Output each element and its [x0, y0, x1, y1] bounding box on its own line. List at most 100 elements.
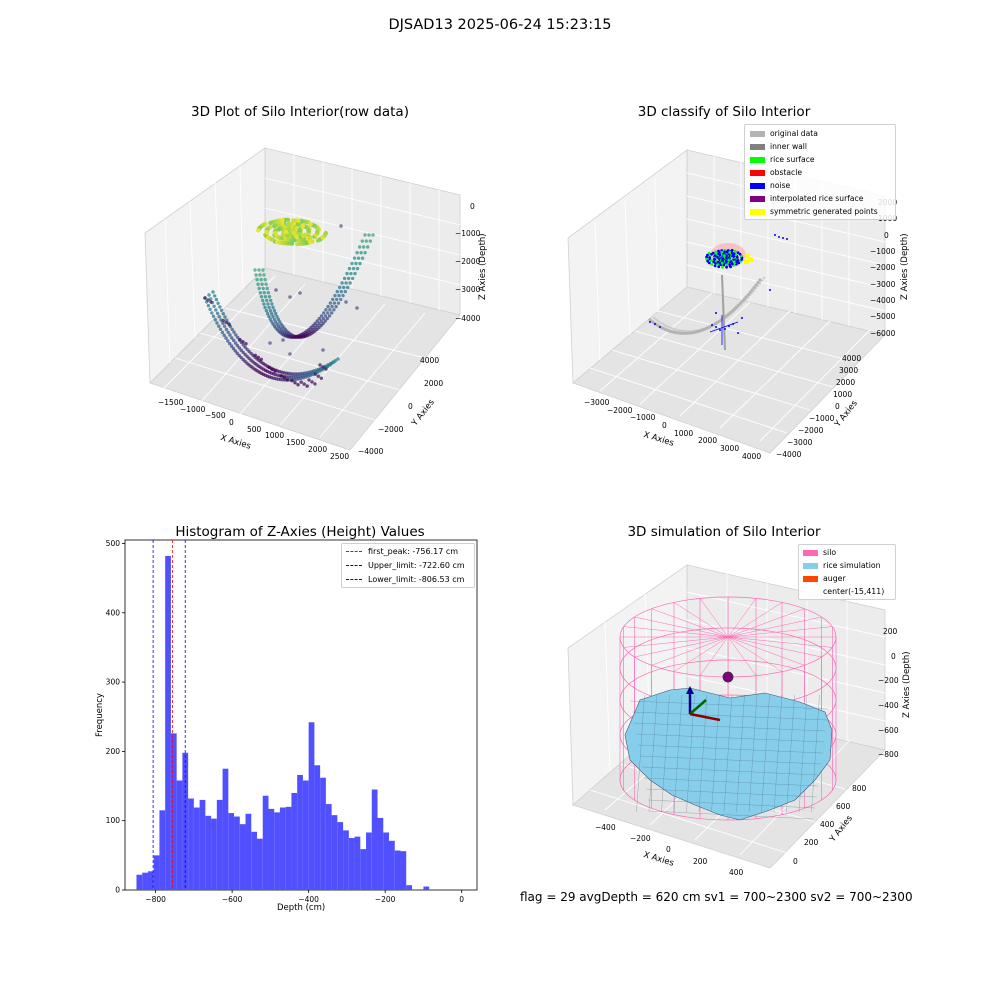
- raw-outlier-point: [274, 288, 278, 292]
- raw-point: [258, 224, 263, 230]
- classify-surface-point: [705, 255, 708, 259]
- classify-surface-point: [720, 257, 724, 260]
- raw-point: [278, 370, 282, 374]
- raw-point: [216, 301, 220, 305]
- raw-point: [279, 374, 283, 378]
- legend-entry-center: center(-15,411): [803, 587, 884, 596]
- raw-point: [317, 237, 322, 242]
- raw-point: [287, 238, 292, 243]
- legend-label: rice surface: [770, 155, 815, 164]
- classify-original-point: [668, 326, 671, 329]
- raw-point: [317, 368, 321, 372]
- raw-point: [290, 333, 294, 337]
- legend-patch-icon: [750, 209, 765, 215]
- raw-point: [287, 334, 291, 338]
- raw-point: [285, 378, 289, 382]
- classify-noise-point: [711, 324, 713, 326]
- classify-surface-point: [720, 256, 724, 259]
- histogram-bar: [354, 836, 361, 890]
- sim-side-pane: [567, 564, 688, 806]
- raw-ztick: −4000: [455, 314, 481, 323]
- classify-obstacle-blob: [710, 243, 746, 267]
- classify-ztick: −2000: [870, 263, 896, 272]
- classify-noise-point: [715, 326, 717, 328]
- raw-point: [286, 234, 291, 239]
- classify-original-point: [754, 286, 758, 290]
- raw-point: [288, 230, 293, 235]
- histogram-bar: [291, 792, 298, 890]
- auger-axes-icon: [686, 686, 721, 722]
- raw-point: [355, 251, 359, 255]
- raw-point: [237, 353, 241, 358]
- classify-surface-point: [720, 261, 724, 265]
- raw-point: [333, 293, 337, 298]
- raw-point: [289, 229, 295, 235]
- raw-point: [278, 235, 283, 241]
- rice-mesh-line: [723, 694, 733, 813]
- raw-point: [228, 341, 232, 346]
- raw-point: [358, 245, 362, 249]
- raw-point: [257, 225, 262, 231]
- classify-surface-point: [714, 261, 717, 265]
- classify-ytick: 4000: [842, 354, 862, 363]
- legend-label: center(-15,411): [823, 587, 885, 596]
- raw-xtick: 500: [247, 425, 262, 434]
- raw-point: [291, 231, 296, 236]
- raw-point: [261, 367, 265, 371]
- histogram-bar: [205, 815, 212, 890]
- raw-point: [311, 223, 316, 228]
- raw-point: [308, 235, 313, 240]
- raw-point: [292, 225, 297, 230]
- raw-point: [302, 335, 306, 339]
- raw-point: [335, 289, 339, 294]
- raw-point: [224, 336, 228, 340]
- raw-point: [280, 218, 285, 223]
- raw-point: [266, 302, 270, 306]
- classify-original-point: [710, 324, 714, 328]
- sim-x-ticks: −400 −200 0 200 400: [590, 820, 750, 880]
- raw-point: [266, 312, 270, 316]
- raw-point: [307, 327, 311, 332]
- raw-point: [324, 308, 328, 312]
- raw-point: [300, 223, 306, 229]
- raw-point: [258, 273, 262, 277]
- rice-mesh-line: [649, 810, 814, 820]
- raw-point: [299, 380, 303, 384]
- raw-point: [268, 220, 273, 226]
- raw-point: [214, 308, 218, 312]
- raw-point: [286, 331, 291, 335]
- classify-surface-point: [729, 265, 732, 269]
- raw-point: [351, 266, 356, 271]
- classify-surface-point: [723, 256, 727, 260]
- simulation-legend: silo rice simulation auger center(-15,41…: [798, 544, 896, 600]
- sim-xtick: 0: [666, 845, 671, 854]
- raw-point: [352, 256, 357, 260]
- raw-point: [278, 377, 283, 382]
- raw-point: [292, 335, 296, 339]
- classify-original-point: [669, 326, 673, 330]
- classify-ytick: −2000: [798, 426, 824, 435]
- raw-point: [295, 242, 300, 247]
- raw-point: [279, 328, 284, 332]
- raw-point: [327, 314, 332, 318]
- raw-point: [280, 324, 285, 328]
- raw-point: [311, 372, 315, 377]
- raw-point: [261, 222, 266, 228]
- classify-original-point: [682, 331, 687, 335]
- classify-surface-point: [721, 255, 725, 259]
- raw-point: [358, 261, 362, 266]
- raw-point: [289, 229, 295, 235]
- raw-point: [305, 371, 309, 375]
- raw-point: [259, 223, 265, 229]
- histogram-bar: [343, 830, 349, 890]
- raw-point: [289, 229, 295, 235]
- raw-point: [263, 363, 267, 367]
- histogram-bar: [297, 774, 303, 890]
- raw-point: [289, 229, 295, 235]
- classify-ztick: −5000: [870, 312, 896, 321]
- raw-point: [321, 365, 325, 369]
- raw-zlabel: Z Axies (Depth): [478, 233, 488, 300]
- classify-noise-point: [715, 312, 717, 314]
- raw-point: [284, 228, 289, 233]
- raw-point: [263, 373, 268, 377]
